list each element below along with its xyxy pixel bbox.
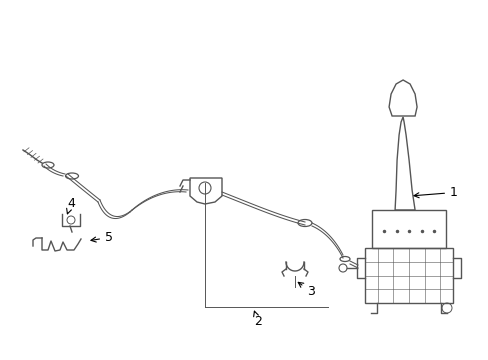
Text: 5: 5 [91, 231, 113, 244]
Text: 4: 4 [66, 197, 75, 214]
Text: 1: 1 [413, 186, 457, 199]
Text: 3: 3 [298, 282, 314, 298]
Text: 2: 2 [253, 311, 262, 328]
